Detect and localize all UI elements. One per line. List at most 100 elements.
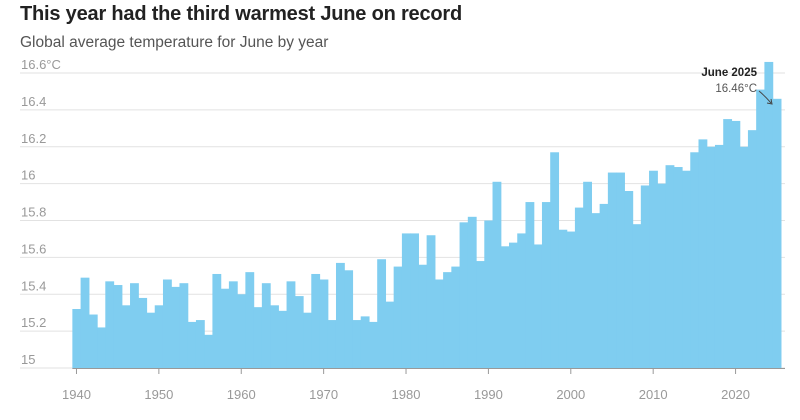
area-bar-1959: [228, 281, 238, 368]
area-bar-2003: [591, 213, 601, 368]
area-bar-1972: [335, 262, 345, 368]
area-bar-1943: [97, 327, 106, 368]
area-bar-2021: [739, 146, 749, 368]
annotation-title: June 2025: [701, 67, 757, 79]
area-bar-1950: [154, 305, 164, 368]
area-bar-1971: [327, 320, 337, 368]
area-bar-1976: [368, 321, 378, 368]
area-bar-1956: [204, 334, 214, 368]
y-tick-label: 15.8: [21, 205, 46, 220]
area-bar-1997: [541, 202, 551, 368]
area-bar-1981: [410, 233, 419, 368]
area-bar-2016: [698, 139, 708, 368]
area-bar-1967: [294, 296, 304, 368]
area-bar-1948: [138, 297, 148, 368]
annotation-value: 16.46°C: [715, 83, 757, 95]
x-tick-label: 1970: [309, 387, 338, 402]
area-bar-1946: [121, 305, 131, 368]
chart-title: This year had the third warmest June on …: [20, 3, 463, 25]
area-bar-1945: [113, 285, 123, 368]
area-bar-2010: [649, 170, 658, 368]
area-bar-1990: [484, 220, 494, 368]
area-bar-1975: [360, 316, 370, 368]
area-bar-1947: [130, 283, 139, 368]
y-tick-label: 15.6: [21, 241, 46, 256]
area-bar-1980: [401, 233, 411, 368]
area-bar-1965: [278, 310, 288, 368]
area-bar-1970: [319, 279, 329, 368]
x-tick-label: 2010: [639, 387, 668, 402]
area-bar-1993: [509, 242, 518, 368]
area-bar-2022: [747, 130, 757, 368]
y-tick-label: 16.6°C: [21, 57, 61, 72]
area-bar-1951: [162, 279, 172, 368]
area-bar-1999: [558, 229, 568, 368]
x-tick-label: 1950: [144, 387, 173, 402]
area-bar-1974: [352, 320, 362, 368]
area-bar-2007: [624, 191, 634, 368]
area-bar-2000: [566, 231, 576, 368]
area-bar-2018: [714, 144, 724, 368]
area-bar-1941: [80, 277, 90, 368]
area-bar-1998: [550, 152, 560, 368]
area-bar-1982: [418, 264, 428, 368]
area-bar-1952: [171, 286, 181, 368]
area-bar-1961: [245, 272, 255, 368]
area-bar-1986: [451, 266, 461, 368]
area-bar-1985: [443, 272, 452, 368]
area-bar-2013: [673, 167, 683, 368]
area-bar-2017: [706, 146, 716, 368]
area-bar-1988: [467, 216, 477, 368]
area-bar-2025: [772, 98, 782, 368]
area-bar-2024: [764, 61, 774, 368]
area-bar-2014: [682, 170, 691, 368]
area-bar-1978: [385, 301, 395, 368]
area-bar-2005: [607, 172, 617, 368]
area-bar-1968: [303, 312, 312, 368]
area-bar-1987: [459, 222, 469, 368]
area-bar-2012: [665, 165, 675, 368]
area-bar-1958: [220, 288, 230, 368]
area-bar-2009: [640, 185, 650, 368]
y-tick-label: 15: [21, 352, 35, 367]
x-tick-label: 1940: [62, 387, 91, 402]
area-bar-1973: [344, 270, 354, 368]
area-bar-1994: [517, 233, 527, 368]
x-tick-label: 2000: [556, 387, 585, 402]
area-bar-1966: [286, 281, 296, 368]
area-bar-1977: [377, 259, 387, 368]
area-bar-1979: [393, 266, 403, 368]
area-bar-1949: [146, 312, 156, 368]
area-bar-2019: [723, 119, 733, 368]
area-bar-1992: [500, 246, 510, 368]
area-bar-1953: [179, 283, 189, 368]
y-tick-label: 16: [21, 168, 35, 183]
area-bar-2001: [574, 207, 584, 368]
area-bar-1983: [426, 235, 436, 368]
area-bar-1954: [187, 321, 197, 368]
x-tick-label: 1960: [227, 387, 256, 402]
area-bar-2011: [657, 183, 667, 368]
area-bar-2015: [690, 152, 700, 368]
x-tick-label: 2020: [721, 387, 750, 402]
area-bar-1962: [253, 307, 263, 368]
area-bar-2023: [756, 89, 765, 368]
y-tick-label: 16.4: [21, 94, 46, 109]
area-bar-1995: [525, 202, 535, 368]
area-bar-2006: [616, 172, 625, 368]
area-bar-2004: [599, 203, 609, 368]
annotation-arrow-head: [766, 98, 773, 105]
y-tick-label: 15.2: [21, 315, 46, 330]
area-bar-1991: [492, 181, 502, 368]
area-bar-1996: [533, 244, 543, 368]
chart-subtitle: Global average temperature for June by y…: [20, 34, 329, 51]
area-bar-2002: [583, 181, 592, 368]
annotation-arrow-line: [758, 90, 772, 104]
area-bar-2020: [731, 120, 741, 368]
area-bar-1984: [434, 279, 444, 368]
area-bar-1957: [212, 273, 222, 368]
area-bar-2008: [632, 224, 642, 368]
x-tick-label: 1980: [392, 387, 421, 402]
